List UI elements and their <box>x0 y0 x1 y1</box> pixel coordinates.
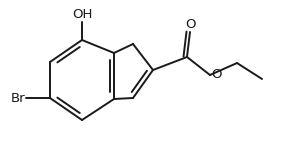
Text: O: O <box>211 69 222 81</box>
Text: O: O <box>185 18 195 31</box>
Text: OH: OH <box>72 8 92 21</box>
Text: Br: Br <box>10 92 25 104</box>
